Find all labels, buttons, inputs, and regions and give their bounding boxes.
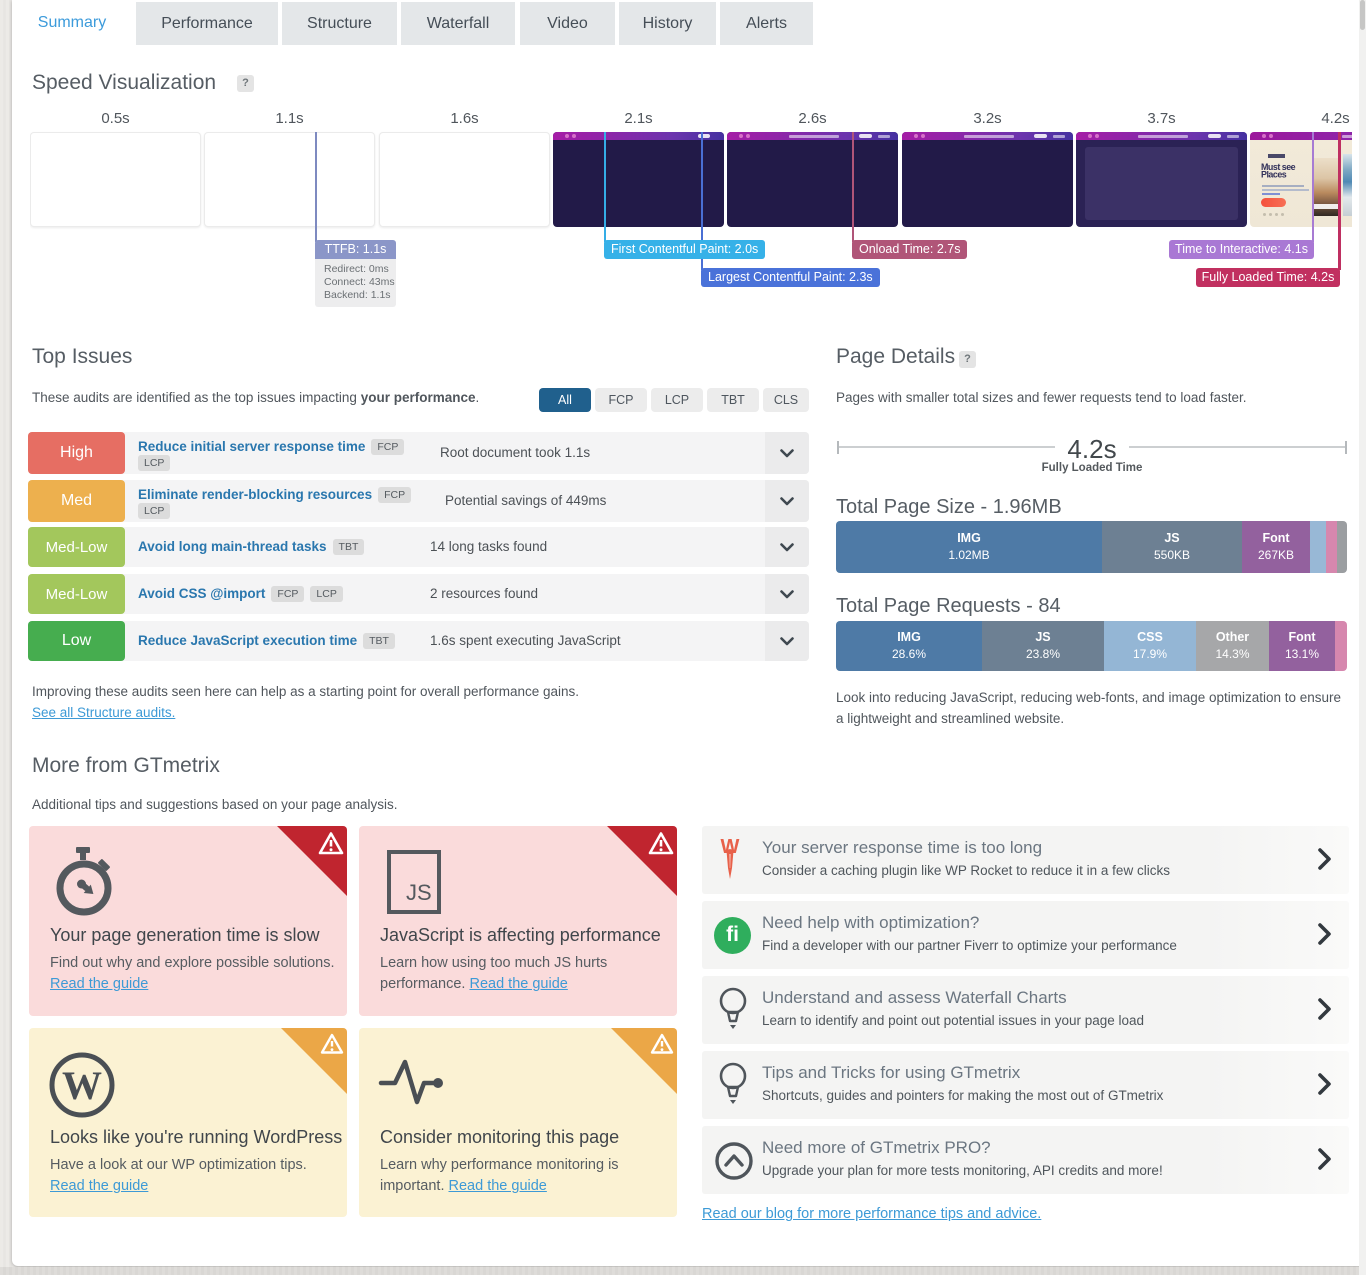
svg-text:W: W bbox=[62, 1063, 102, 1108]
svg-text:W: W bbox=[721, 838, 740, 858]
svg-text:JS: JS bbox=[406, 880, 432, 905]
